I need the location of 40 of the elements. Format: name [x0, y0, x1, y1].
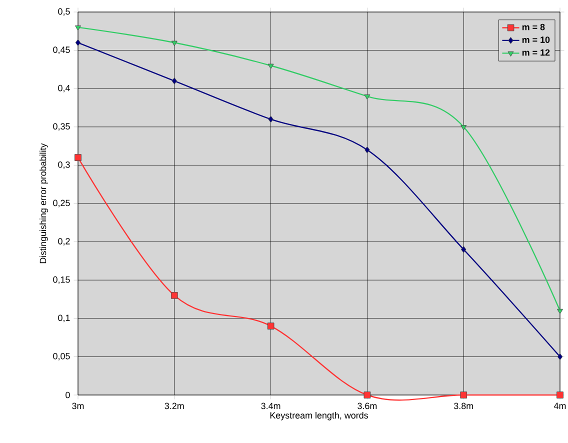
- x-tick-label: 3.2m: [164, 402, 184, 410]
- point: [364, 146, 370, 154]
- y-axis-title: Distinguishing error probability: [40, 143, 48, 264]
- legend-label: m = 8: [522, 24, 545, 30]
- point: [268, 64, 274, 70]
- y-tick-label: 0,15: [53, 276, 70, 284]
- y-tick-label: 0,2: [58, 238, 70, 246]
- x-tick-label: 4m: [554, 402, 566, 409]
- y-tick-label: 0,1: [58, 314, 70, 322]
- x-tick-label: 3.6m: [358, 402, 377, 410]
- point: [267, 322, 274, 330]
- point: [460, 125, 467, 130]
- legend-label: m = 12: [522, 49, 550, 56]
- y-tick-label: 0,3: [58, 161, 70, 169]
- point: [460, 392, 468, 398]
- x-tick-label: 3m: [72, 402, 84, 410]
- point: [172, 78, 178, 84]
- x-tick-label: 3.4m: [261, 402, 280, 410]
- x-tick-label: 3.8m: [454, 402, 473, 410]
- y-tick-label: 0,35: [53, 123, 70, 131]
- x-axis-title: Keystream length, words: [270, 412, 368, 420]
- point: [364, 392, 371, 398]
- point: [557, 353, 563, 360]
- point: [170, 292, 178, 299]
- y-tick-label: 0: [66, 392, 70, 398]
- point: [556, 308, 564, 314]
- point: [556, 392, 564, 398]
- legend-label: m = 10: [522, 36, 550, 43]
- point: [460, 246, 466, 253]
- y-tick-label: 0,25: [53, 200, 70, 208]
- y-tick-label: 0,05: [53, 352, 70, 360]
- point: [171, 40, 178, 46]
- point: [268, 116, 274, 123]
- point: [364, 94, 370, 100]
- point: [75, 39, 81, 46]
- y-tick-label: 0,45: [53, 46, 70, 54]
- y-tick-label: 0,5: [58, 8, 70, 16]
- point: [74, 154, 82, 161]
- y-tick-label: 0,4: [58, 84, 70, 92]
- point: [74, 25, 82, 31]
